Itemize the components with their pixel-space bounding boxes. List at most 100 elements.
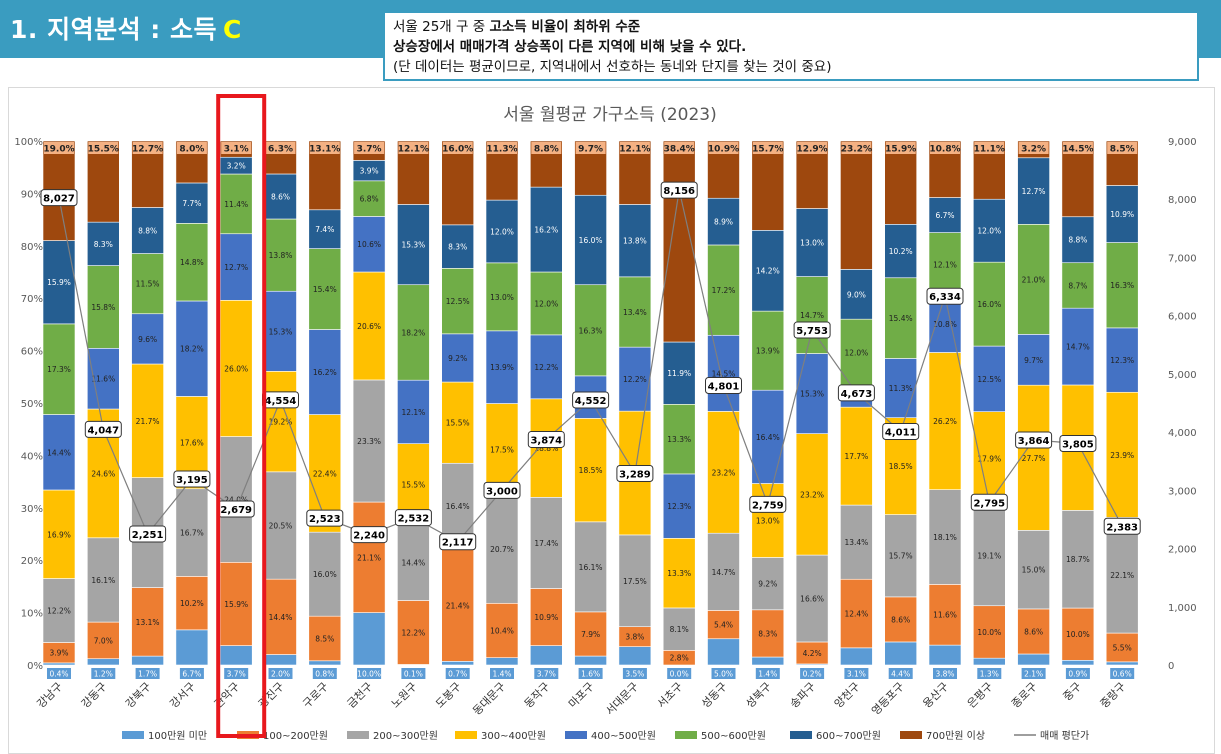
bar-segment-label: 14.5% (1062, 145, 1093, 155)
bar-segment (751, 389, 785, 484)
bar-label-bg (885, 142, 916, 154)
bar-segment (884, 514, 918, 598)
price-point-box (572, 391, 610, 409)
bar-segment (131, 313, 164, 365)
bar-segment-label: 14.4% (269, 613, 293, 622)
bar-segment-label: 0.2% (803, 670, 822, 679)
bar-segment-label: 9.2% (448, 354, 467, 363)
bar-segment (840, 140, 873, 270)
bar-segment-label: 7.9% (581, 630, 600, 639)
bar-label-bg (844, 668, 869, 679)
bar-segment-label: 13.4% (844, 538, 868, 547)
section-title: 1. 지역분석 : 소득 C (10, 10, 242, 46)
bar-segment-label: 9.6% (138, 335, 157, 344)
note-line-2: 상승장에서 매매가격 상승폭이 다른 지역에 비해 낮을 수 있다. (393, 39, 747, 55)
bar-segment-label: 6.7% (935, 211, 954, 220)
bar-segment (87, 658, 120, 666)
bar-segment-label: 16.7% (180, 529, 204, 538)
bar-segment-label: 16.0% (579, 236, 603, 245)
bar-segment (751, 557, 785, 611)
bar-segment-label: 0.9% (1068, 670, 1087, 679)
bar-segment (264, 654, 297, 666)
bar-segment (795, 208, 829, 277)
category-label: 강남구 (34, 680, 65, 711)
bar-segment (618, 646, 652, 666)
bar-segment-label: 15.8% (91, 303, 115, 312)
category-label: 서대문구 (603, 680, 641, 718)
price-point-box (616, 465, 654, 483)
note-line-1: 서울 25개 구 중 고소득 비율이 최하위 수준 (393, 17, 1189, 37)
bar-label-bg (401, 668, 426, 679)
price-point-label: 3,864 (1018, 436, 1050, 447)
category-label: 종로구 (1009, 680, 1040, 711)
bar-segment-label: 11.4% (224, 200, 248, 209)
bar-segment-label: 13.9% (756, 347, 780, 356)
bar-segment-label: 17.7% (844, 452, 868, 461)
bar-segment (1017, 334, 1050, 386)
category-label: 강북구 (123, 680, 154, 711)
bar-label-bg (442, 142, 473, 154)
bar-segment-label: 24.0% (224, 495, 248, 504)
bar-label-bg (357, 668, 382, 679)
bar-segment-label: 8.6% (1024, 627, 1043, 636)
bar-segment (928, 584, 962, 646)
price-point-box (350, 526, 388, 544)
bar-segment (1017, 653, 1050, 666)
legend-swatch (122, 731, 144, 739)
bar-segment-label: 3.1% (224, 145, 249, 155)
bar-segment (884, 224, 918, 279)
price-point-label: 2,523 (309, 514, 341, 525)
bar-label-bg (888, 668, 913, 679)
chart-title: 서울 월평균 가구소득 (2023) (503, 105, 717, 125)
bar-label-bg (1062, 142, 1093, 154)
bar-segment-label: 8.1% (670, 625, 689, 634)
bar-segment (485, 330, 519, 404)
legend-label: 100만원 미만 (148, 730, 207, 742)
category-label: 서초구 (655, 680, 686, 711)
bar-segment (840, 318, 873, 386)
bar-segment (928, 197, 962, 233)
bar-segment-label: 10.2% (889, 247, 913, 256)
bar-segment-label: 17.5% (490, 445, 514, 454)
legend-swatch (675, 731, 697, 739)
bar-segment (397, 524, 430, 601)
bar-segment (219, 299, 253, 437)
bar-label-bg (176, 142, 207, 154)
bar-segment (707, 532, 740, 611)
bar-segment-label: 3.9% (360, 167, 379, 176)
bar-segment-label: 1.2% (94, 670, 113, 679)
legend-label: 600~700만원 (816, 730, 881, 742)
category-label: 성북구 (743, 680, 774, 711)
price-point-box (970, 493, 1008, 511)
bar-segment-label: 17.2% (712, 286, 736, 295)
bar-segment-label: 18.5% (579, 466, 603, 475)
bar-segment-label: 16.1% (579, 563, 603, 572)
bar-segment-label: 11.1% (974, 145, 1005, 155)
price-point-label: 4,554 (265, 396, 297, 407)
bar-segment (1017, 384, 1050, 531)
bar-segment (1105, 327, 1139, 393)
bar-segment (751, 609, 785, 658)
category-label: 도봉구 (433, 680, 464, 711)
legend-label: 200~300만원 (373, 730, 438, 742)
bar-segment-label: 18.2% (180, 345, 204, 354)
legend-label: 500~600만원 (701, 730, 766, 742)
price-point-box (1015, 431, 1053, 449)
bar-segment-label: 15.9% (47, 278, 71, 287)
bar-segment (1105, 632, 1139, 663)
bar-segment (441, 548, 475, 662)
price-point-label: 2,240 (353, 531, 385, 542)
bar-label-bg (578, 668, 603, 679)
bar-segment (308, 660, 342, 666)
price-point-label: 8,027 (43, 194, 75, 205)
left-axis-tick: 90% (21, 189, 43, 200)
bar-segment (87, 347, 120, 410)
bar-segment-label: 5.4% (714, 621, 733, 630)
bar-segment (884, 277, 918, 359)
bar-segment (529, 271, 563, 336)
bar-segment (972, 261, 1006, 347)
bar-segment (662, 404, 696, 475)
bar-segment-label: 8.6% (271, 192, 290, 201)
bar-label-bg (619, 142, 650, 154)
price-point-label: 4,552 (575, 396, 607, 407)
